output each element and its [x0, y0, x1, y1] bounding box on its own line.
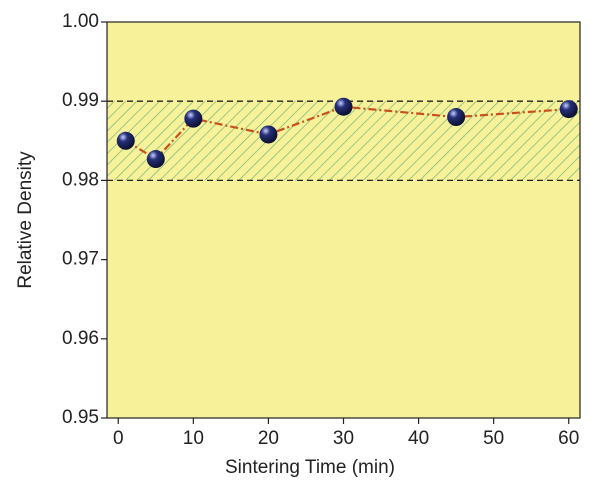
- data-point: [559, 100, 578, 119]
- y-tick-label: 0.99: [62, 90, 99, 111]
- y-tick-label: 0.97: [62, 249, 99, 270]
- data-point: [184, 109, 203, 128]
- x-tick-label: 30: [333, 428, 354, 449]
- x-tick-label: 60: [558, 428, 579, 449]
- x-tick-label: 50: [483, 428, 504, 449]
- x-tick-label: 40: [408, 428, 429, 449]
- data-point: [447, 108, 466, 127]
- y-tick-label: 1.00: [62, 11, 99, 32]
- x-tick-label: 0: [113, 428, 124, 449]
- x-tick-label: 20: [258, 428, 279, 449]
- data-point: [334, 97, 353, 116]
- x-axis-title: Sintering Time (min): [225, 457, 395, 478]
- plot-background: [107, 22, 580, 418]
- data-point: [146, 150, 165, 169]
- y-axis-title: Relative Density: [15, 151, 36, 289]
- y-tick-label: 0.96: [62, 328, 99, 349]
- y-tick-label: 0.98: [62, 169, 99, 190]
- x-tick-label: 10: [183, 428, 204, 449]
- data-point: [259, 125, 278, 144]
- y-tick-label: 0.95: [62, 407, 99, 428]
- data-point: [116, 131, 135, 150]
